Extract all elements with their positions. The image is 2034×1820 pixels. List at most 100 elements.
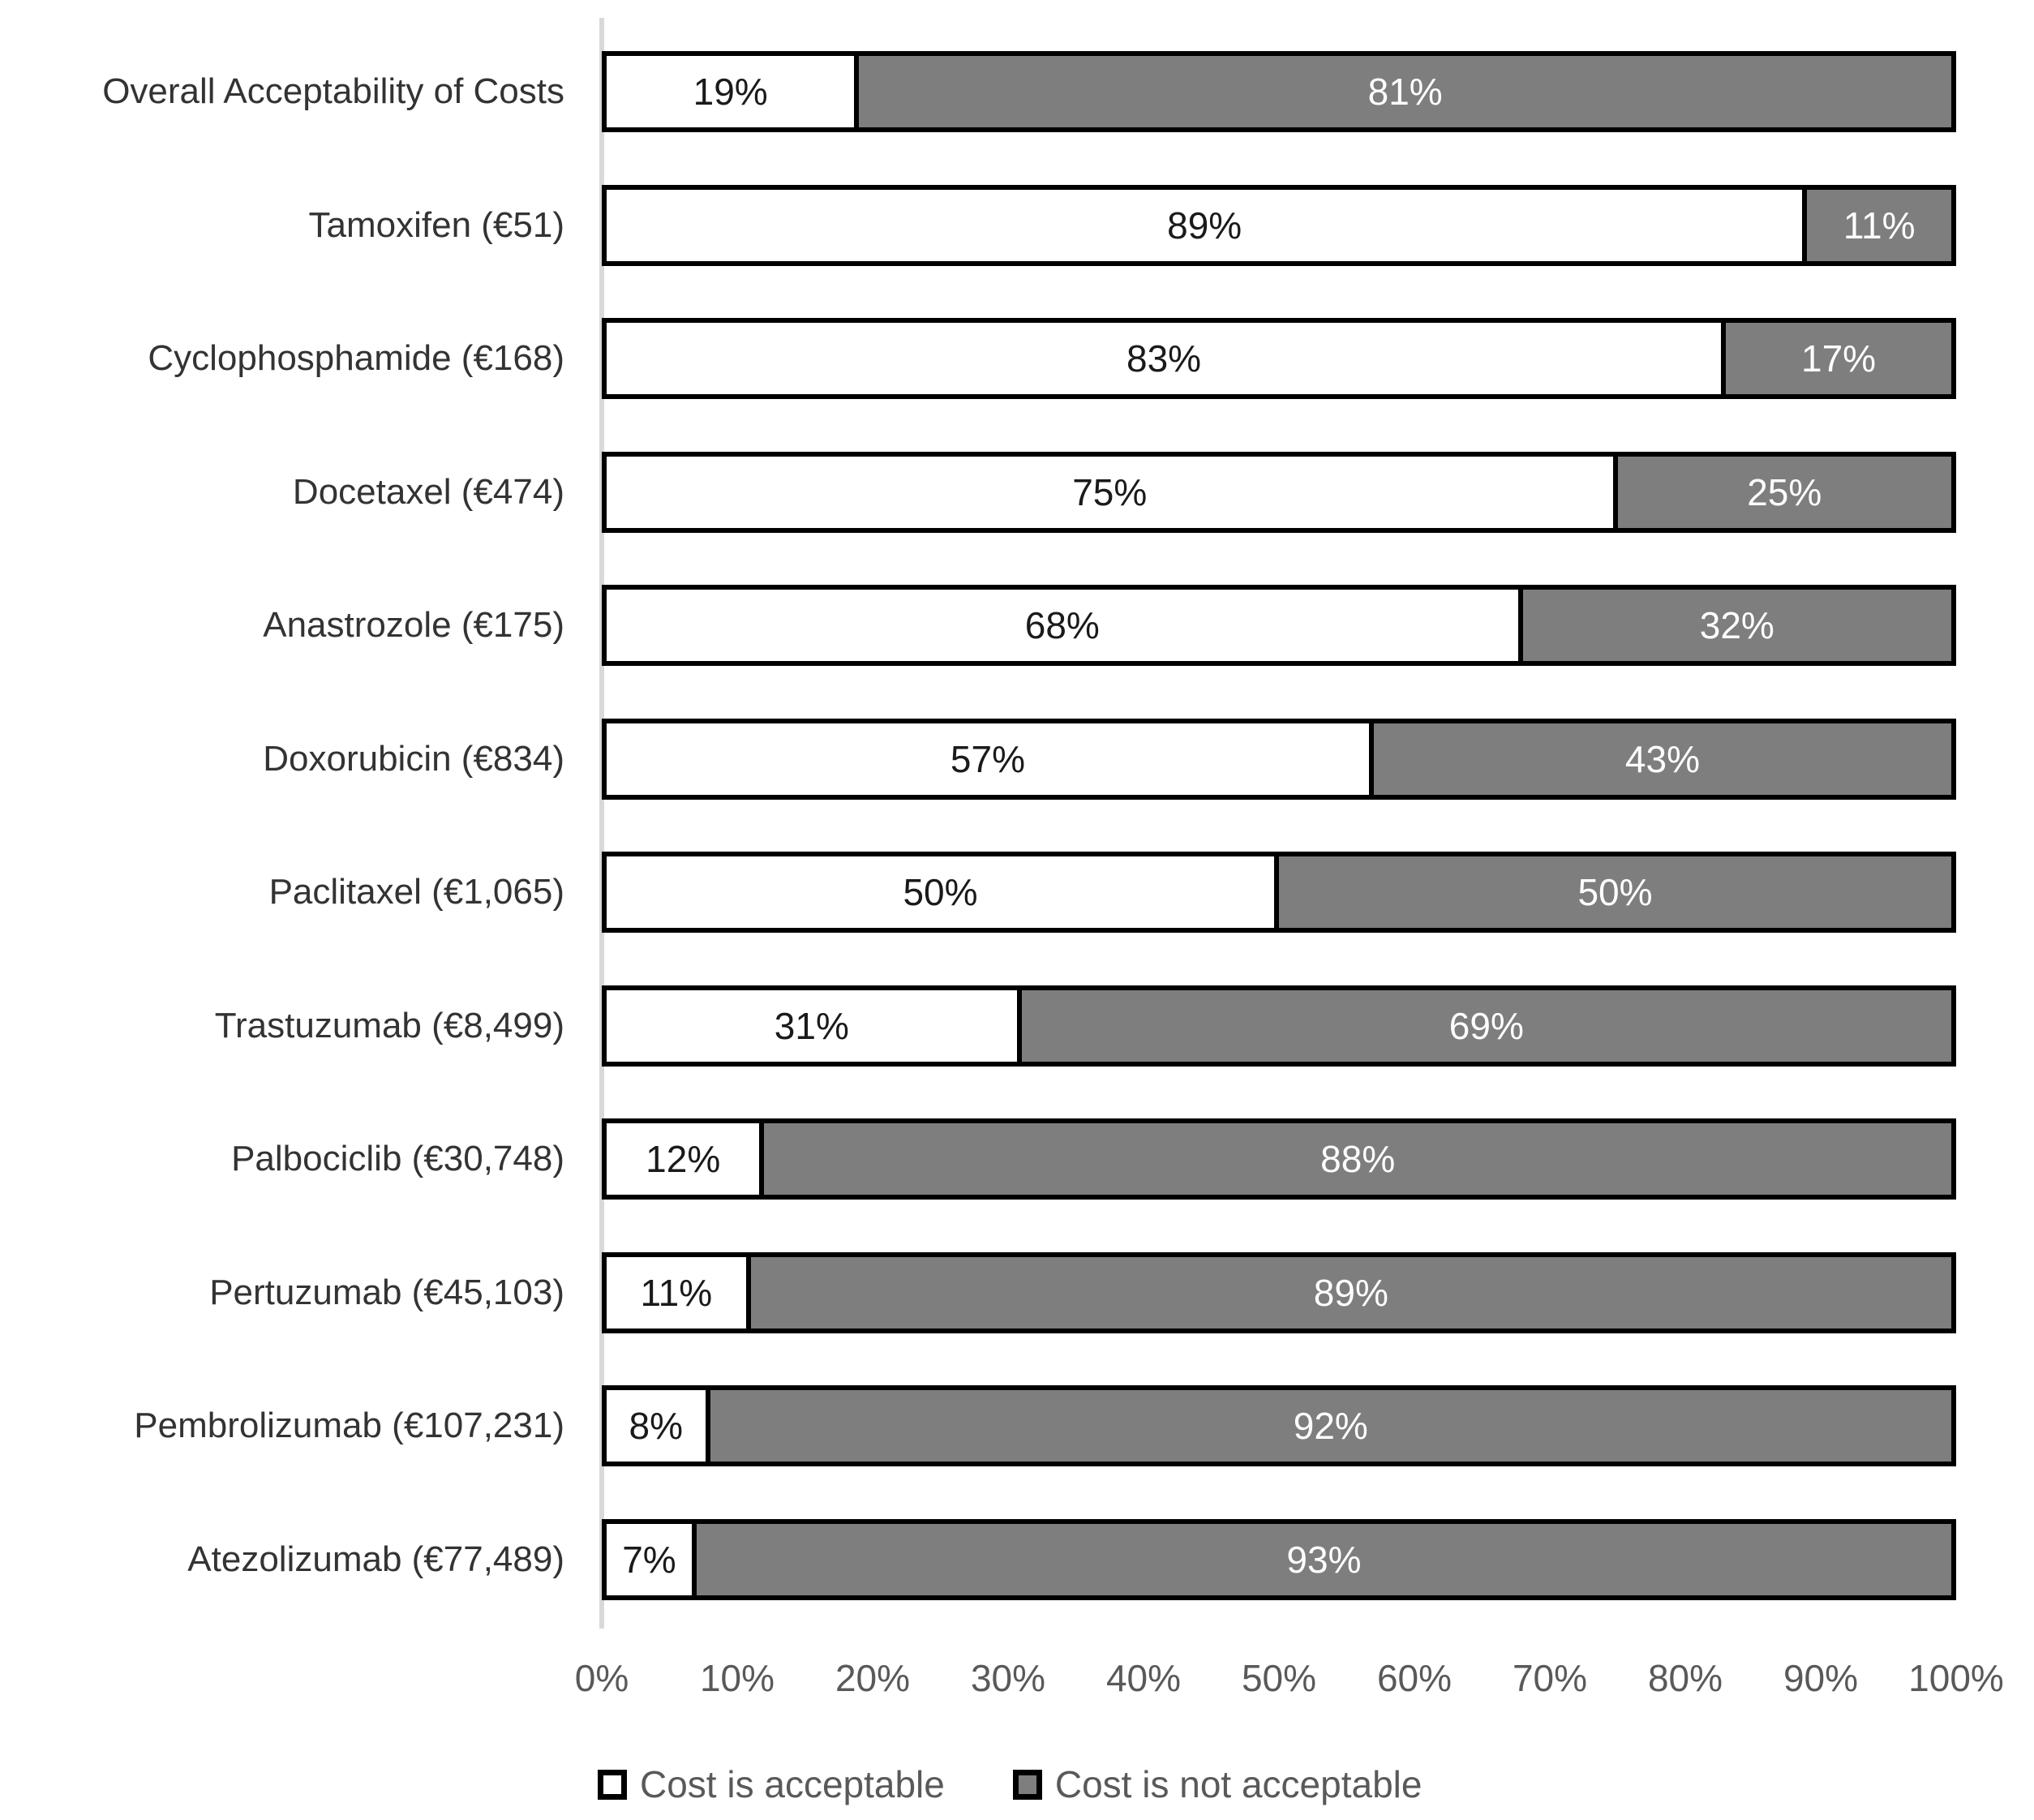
segment-cost-acceptable: 11% [602, 1251, 751, 1333]
segment-cost-not-acceptable: 88% [759, 1118, 1956, 1200]
category-label: Atezolizumab (€77,489) [187, 1539, 564, 1579]
category-label: Overall Acceptability of Costs [102, 71, 564, 111]
segment-cost-acceptable: 8% [602, 1385, 710, 1466]
stacked-bar: 68% 32% [602, 585, 1956, 666]
segment-cost-acceptable: 31% [602, 985, 1022, 1067]
x-axis-tick-labels: 0% 10% 20% 30% 40% 50% 60% 70% 80% 90% 100% [0, 1656, 2034, 1713]
category-label: Anastrozole (€175) [263, 605, 564, 645]
segment-cost-not-acceptable: 43% [1368, 718, 1956, 800]
segment-cost-not-acceptable: 69% [1016, 985, 1956, 1067]
chart-row: Cyclophosphamide (€168) 83% 17% [0, 318, 2034, 399]
chart-row: Pertuzumab (€45,103) 11% 89% [0, 1251, 2034, 1333]
stacked-bar: 12% 88% [602, 1118, 1956, 1200]
segment-cost-not-acceptable: 81% [854, 51, 1956, 132]
data-label: 32% [1699, 604, 1774, 646]
legend-item-cost-not-acceptable: Cost is not acceptable [1012, 1762, 1423, 1806]
legend-swatch-not-acceptable [1012, 1769, 1042, 1800]
data-label: 89% [1167, 204, 1242, 247]
segment-cost-acceptable: 89% [602, 184, 1808, 266]
chart-row: Doxorubicin (€834) 57% 43% [0, 718, 2034, 800]
category-label: Paclitaxel (€1,065) [268, 872, 564, 912]
data-label: 50% [1577, 871, 1653, 913]
category-label: Palbociclib (€30,748) [231, 1139, 564, 1178]
x-tick-label: 70% [1512, 1657, 1588, 1699]
segment-cost-not-acceptable: 25% [1612, 451, 1956, 533]
x-tick-label: 100% [1908, 1657, 2004, 1699]
legend-item-cost-acceptable: Cost is acceptable [598, 1762, 945, 1806]
segment-cost-not-acceptable: 92% [705, 1385, 1956, 1466]
segment-cost-not-acceptable: 89% [745, 1251, 1956, 1333]
category-label: Pertuzumab (€45,103) [209, 1272, 564, 1312]
stacked-bar: 11% 89% [602, 1251, 1956, 1333]
data-label: 8% [629, 1405, 684, 1447]
data-label: 93% [1286, 1538, 1362, 1581]
data-label: 57% [950, 737, 1025, 780]
data-label: 88% [1320, 1138, 1396, 1180]
chart-row: Trastuzumab (€8,499) 31% 69% [0, 985, 2034, 1067]
stacked-bar: 89% 11% [602, 184, 1956, 266]
segment-cost-not-acceptable: 17% [1721, 318, 1956, 399]
category-label: Trastuzumab (€8,499) [214, 1005, 564, 1045]
x-tick-label: 0% [574, 1657, 629, 1699]
stacked-bar: 57% 43% [602, 718, 1956, 800]
chart-row: Anastrozole (€175) 68% 32% [0, 585, 2034, 666]
chart-row: Docetaxel (€474) 75% 25% [0, 451, 2034, 533]
chart-row: Palbociclib (€30,748) 12% 88% [0, 1118, 2034, 1200]
x-tick-label: 90% [1783, 1657, 1859, 1699]
segment-cost-acceptable: 7% [602, 1518, 697, 1600]
chart-row: Paclitaxel (€1,065) 50% 50% [0, 852, 2034, 933]
legend-swatch-acceptable [598, 1769, 627, 1800]
data-label: 12% [646, 1138, 721, 1180]
data-label: 69% [1448, 1004, 1524, 1047]
legend: Cost is acceptable Cost is not acceptabl… [598, 1758, 1422, 1810]
data-label: 50% [903, 871, 978, 913]
data-label: 31% [774, 1004, 849, 1047]
data-label: 17% [1801, 337, 1877, 380]
segment-cost-acceptable: 19% [602, 51, 860, 132]
stacked-bar: 75% 25% [602, 451, 1956, 533]
segment-cost-not-acceptable: 32% [1517, 585, 1956, 666]
segment-cost-acceptable: 50% [602, 852, 1279, 933]
data-label: 43% [1624, 737, 1700, 780]
x-tick-label: 30% [970, 1657, 1046, 1699]
data-label: 89% [1313, 1271, 1388, 1314]
data-label: 68% [1024, 604, 1100, 646]
data-label: 83% [1126, 337, 1202, 380]
data-label: 75% [1072, 470, 1148, 513]
x-tick-label: 60% [1376, 1657, 1453, 1699]
chart-row: Pembrolizumab (€107,231) 8% 92% [0, 1385, 2034, 1466]
stacked-bar: 19% 81% [602, 51, 1956, 132]
stacked-bar: 31% 69% [602, 985, 1956, 1067]
segment-cost-not-acceptable: 93% [691, 1518, 1956, 1600]
data-label: 19% [693, 71, 768, 113]
segment-cost-acceptable: 75% [602, 451, 1618, 533]
legend-label-acceptable: Cost is acceptable [640, 1763, 945, 1805]
segment-cost-acceptable: 57% [602, 718, 1374, 800]
stacked-bar: 50% 50% [602, 852, 1956, 933]
segment-cost-acceptable: 68% [602, 585, 1523, 666]
x-tick-label: 20% [835, 1657, 911, 1699]
stacked-bar: 7% 93% [602, 1518, 1956, 1600]
chart-row: Atezolizumab (€77,489) 7% 93% [0, 1518, 2034, 1600]
stacked-bar: 8% 92% [602, 1385, 1956, 1466]
x-tick-label: 40% [1105, 1657, 1182, 1699]
category-label: Pembrolizumab (€107,231) [134, 1406, 564, 1445]
category-label: Docetaxel (€474) [292, 471, 564, 512]
stacked-bar: 83% 17% [602, 318, 1956, 399]
y-axis-line [599, 18, 604, 1629]
category-label: Tamoxifen (€51) [308, 204, 564, 245]
segment-cost-not-acceptable: 50% [1274, 852, 1956, 933]
x-tick-label: 80% [1647, 1657, 1723, 1699]
data-label: 11% [640, 1271, 713, 1314]
x-tick-label: 50% [1241, 1657, 1317, 1699]
data-label: 11% [1843, 204, 1916, 247]
category-label: Doxorubicin (€834) [263, 738, 564, 779]
segment-cost-not-acceptable: 11% [1802, 184, 1956, 266]
category-label: Cyclophosphamide (€168) [148, 338, 564, 378]
chart-row: Tamoxifen (€51) 89% 11% [0, 184, 2034, 266]
data-label: 81% [1367, 71, 1443, 113]
legend-label-not-acceptable: Cost is not acceptable [1054, 1763, 1423, 1805]
data-label: 25% [1747, 470, 1822, 513]
data-label: 7% [622, 1538, 676, 1581]
